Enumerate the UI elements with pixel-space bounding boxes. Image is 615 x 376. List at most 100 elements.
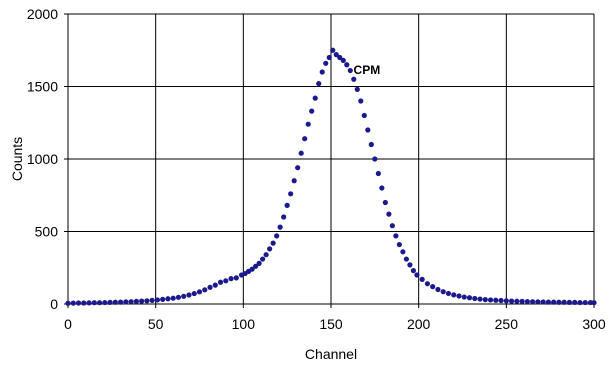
data-point-0-110 — [556, 299, 562, 305]
data-point-0-19 — [165, 296, 171, 302]
data-point-0-9 — [112, 299, 118, 305]
y-tick-label-2: 1000 — [27, 151, 58, 167]
data-point-0-84 — [419, 276, 425, 282]
grid-lines — [64, 13, 595, 308]
data-point-0-79 — [400, 249, 406, 255]
data-point-0-109 — [551, 299, 557, 305]
data-point-0-114 — [577, 299, 583, 306]
data-point-0-5 — [91, 300, 97, 306]
data-point-0-87 — [435, 286, 441, 293]
x-axis-title: Channel — [305, 346, 357, 362]
data-point-0-32 — [233, 275, 239, 281]
data-point-0-60 — [333, 52, 339, 58]
data-point-0-7 — [102, 299, 108, 306]
data-point-0-15 — [144, 298, 150, 304]
data-point-0-21 — [175, 294, 182, 300]
x-axis-tick-labels: 0 50 100 150 200 250 300 — [64, 316, 606, 332]
data-point-0-89 — [445, 290, 452, 297]
data-point-0-43 — [274, 233, 280, 239]
data-point-0-41 — [267, 246, 273, 252]
data-point-0-105 — [530, 299, 536, 305]
data-point-0-73 — [379, 185, 385, 191]
data-point-0-2 — [75, 300, 82, 306]
data-point-0-48 — [291, 178, 297, 184]
data-point-0-23 — [186, 292, 192, 298]
data-points — [65, 47, 597, 306]
data-point-0-39 — [260, 256, 266, 262]
data-point-0-65 — [351, 76, 357, 82]
data-point-0-20 — [170, 295, 176, 301]
data-point-0-67 — [358, 98, 364, 104]
data-point-0-3 — [81, 300, 87, 306]
data-point-0-99 — [498, 297, 504, 304]
data-point-0-49 — [295, 165, 301, 171]
data-point-0-13 — [133, 298, 139, 304]
data-point-0-56 — [319, 69, 325, 75]
data-point-0-51 — [302, 136, 308, 142]
data-point-0-75 — [386, 211, 392, 217]
x-tick-label-0: 0 — [64, 316, 72, 332]
data-point-0-18 — [160, 296, 166, 302]
data-point-0-95 — [477, 296, 483, 302]
data-point-0-96 — [482, 297, 488, 303]
y-axis-title: Counts — [9, 137, 25, 181]
data-point-0-113 — [572, 299, 578, 305]
data-point-0-71 — [372, 156, 378, 162]
data-point-0-100 — [503, 298, 509, 304]
data-point-0-86 — [430, 284, 436, 290]
data-point-0-27 — [207, 284, 213, 290]
x-tick-label-2: 100 — [232, 316, 256, 332]
data-point-0-78 — [396, 241, 402, 248]
data-point-0-107 — [540, 299, 546, 305]
data-point-0-91 — [456, 293, 462, 299]
series-label-cpm: CPM — [354, 63, 381, 77]
data-point-0-10 — [118, 299, 124, 305]
data-point-0-57 — [323, 60, 329, 66]
data-point-0-12 — [128, 299, 134, 305]
x-tick-label-6: 300 — [582, 316, 606, 332]
y-tick-label-0: 0 — [50, 296, 58, 312]
data-point-0-0 — [65, 300, 71, 306]
data-point-0-29 — [217, 279, 224, 285]
data-point-0-54 — [312, 95, 318, 101]
x-tick-label-1: 50 — [148, 316, 164, 332]
data-point-0-58 — [326, 54, 332, 61]
data-point-0-98 — [493, 297, 499, 303]
data-point-0-6 — [96, 300, 103, 306]
y-tick-label-1: 500 — [35, 224, 59, 240]
data-point-0-76 — [389, 223, 395, 229]
data-point-0-24 — [191, 290, 197, 297]
y-tick-label-3: 1500 — [27, 79, 58, 95]
data-point-0-50 — [298, 150, 304, 156]
data-point-0-26 — [202, 287, 208, 293]
data-point-0-53 — [309, 108, 315, 114]
data-point-0-63 — [344, 62, 350, 68]
data-point-0-77 — [393, 233, 399, 239]
data-point-0-52 — [305, 121, 311, 127]
data-point-0-17 — [154, 297, 161, 303]
data-point-0-46 — [284, 202, 290, 208]
data-point-0-36 — [249, 266, 255, 272]
data-point-0-108 — [545, 299, 552, 305]
data-point-0-106 — [535, 299, 541, 305]
data-point-0-74 — [382, 199, 388, 206]
data-point-0-22 — [181, 293, 187, 299]
data-point-0-104 — [524, 298, 530, 305]
data-point-0-92 — [461, 294, 467, 300]
data-point-0-103 — [519, 298, 525, 304]
data-point-0-59 — [330, 47, 336, 53]
data-point-0-16 — [149, 297, 155, 303]
x-tick-label-3: 150 — [319, 316, 343, 332]
data-point-0-81 — [407, 262, 413, 268]
data-point-0-101 — [508, 298, 515, 304]
data-point-0-1 — [70, 300, 76, 306]
data-point-0-117 — [591, 300, 597, 306]
data-point-0-90 — [451, 292, 457, 298]
data-point-0-102 — [514, 298, 520, 304]
data-point-0-44 — [277, 224, 283, 230]
data-point-0-38 — [256, 260, 262, 266]
data-point-0-31 — [228, 276, 234, 282]
data-point-0-82 — [410, 268, 417, 274]
